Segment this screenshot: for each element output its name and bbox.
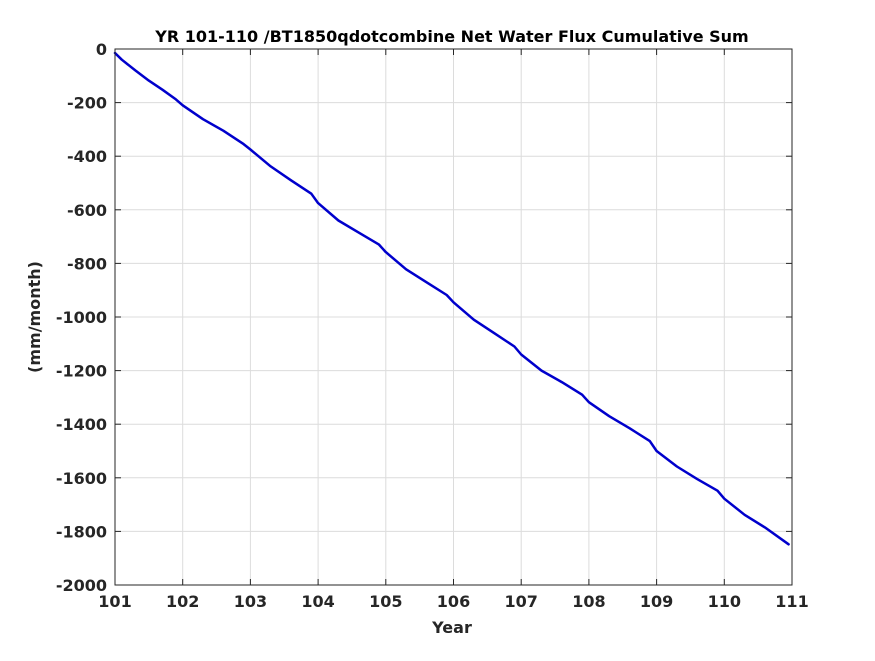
x-tick-label: 108	[572, 592, 605, 611]
y-tick-label: -1200	[56, 362, 107, 381]
y-tick-label: -1600	[56, 469, 107, 488]
x-tick-label: 111	[775, 592, 808, 611]
x-tick-label: 107	[504, 592, 537, 611]
y-tick-label: -1400	[56, 415, 107, 434]
x-tick-label: 101	[98, 592, 131, 611]
x-tick-label: 102	[166, 592, 199, 611]
x-tick-label: 110	[708, 592, 741, 611]
x-axis-label: Year	[431, 618, 472, 637]
x-tick-label: 106	[437, 592, 470, 611]
y-tick-label: -400	[67, 147, 107, 166]
chart-title: YR 101-110 /BT1850qdotcombine Net Water …	[154, 27, 748, 46]
series-layer	[113, 51, 790, 546]
x-tick-label: 109	[640, 592, 673, 611]
series-line-1	[113, 51, 790, 546]
ticks: 101 102 103 104 105 106 107 108 109 110 111 0 -200 -4…	[56, 40, 809, 611]
x-tick-label: 105	[369, 592, 402, 611]
y-tick-label: -800	[67, 254, 107, 273]
y-tick-label: -600	[67, 201, 107, 220]
x-tick-label: 103	[234, 592, 267, 611]
y-tick-label: -1800	[56, 522, 107, 541]
y-tick-label: 0	[96, 40, 107, 59]
y-tick-label: -1000	[56, 308, 107, 327]
y-axis-label: (mm/month)	[25, 261, 44, 373]
y-tick-label: -200	[67, 94, 107, 113]
y-tick-label: -2000	[56, 576, 107, 595]
x-tick-label: 104	[301, 592, 334, 611]
